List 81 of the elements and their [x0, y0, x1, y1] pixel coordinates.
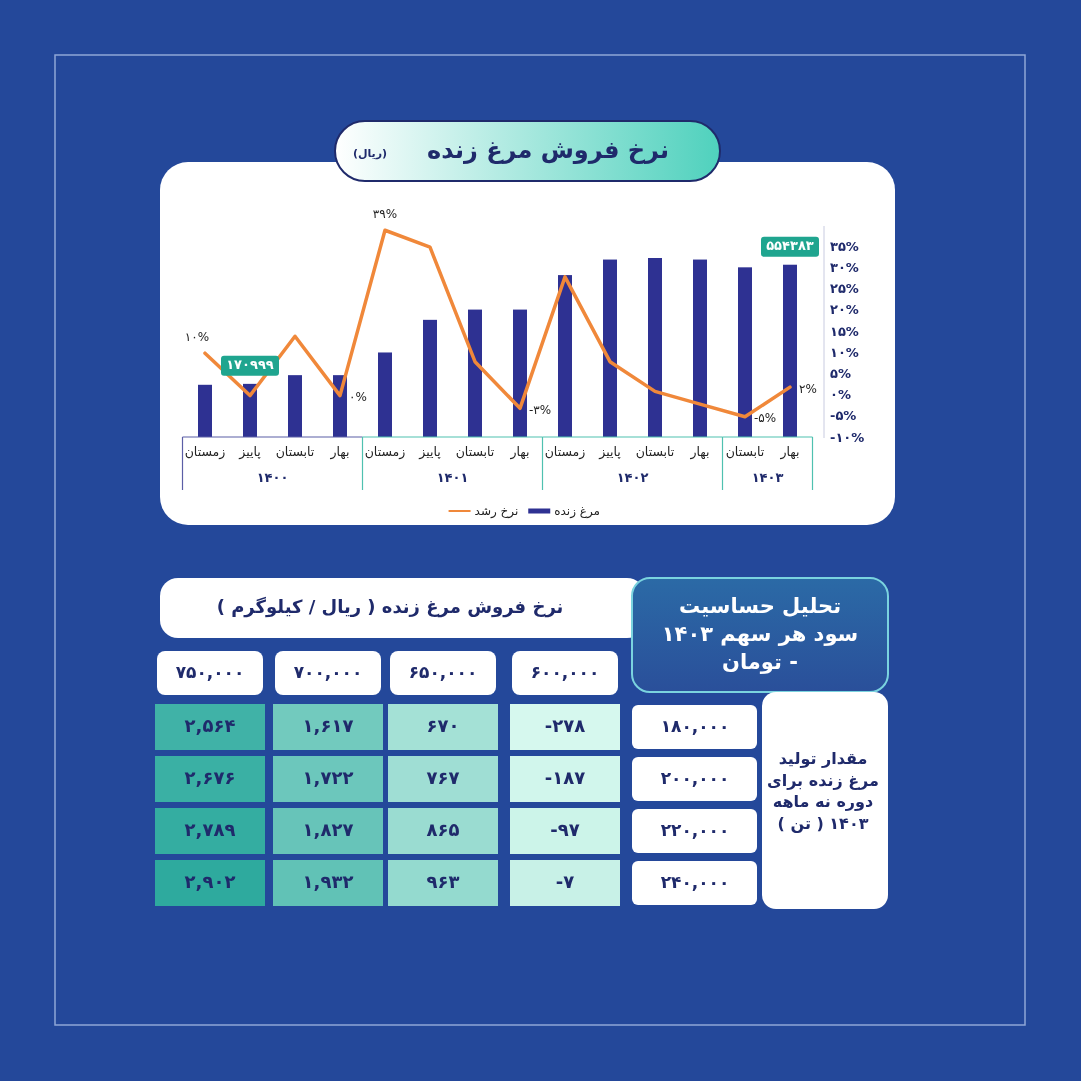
data-label: -۱۸۷	[544, 767, 586, 788]
data-label: -۵%	[754, 411, 777, 426]
y2-tick-label: ۳۰%	[830, 259, 859, 275]
bar	[198, 384, 212, 437]
x-tick-label: بهار	[779, 443, 800, 460]
bar	[378, 352, 392, 437]
x-tick-label: پاییز	[238, 443, 262, 460]
x-tick-label: تابستان	[725, 443, 765, 459]
x-tick-label: زمستان	[364, 443, 406, 460]
legend-item: مرغ زنده	[528, 503, 600, 518]
bar	[468, 309, 482, 437]
y-axis-title: مقدار تولید مرغ زنده برای دوره نه ماهه ۱۴۰۳ ( تن )	[767, 749, 879, 833]
data-label: ۳۹%	[372, 206, 398, 221]
y-tick-label: ۱۸۰,۰۰۰	[660, 716, 730, 736]
bar	[513, 309, 527, 437]
data-label: ۲,۶۷۶	[184, 767, 236, 788]
x-tick-label: تابستان	[455, 443, 495, 459]
bar	[288, 375, 302, 437]
x-tick-label: بهار	[509, 443, 530, 460]
x-tick-label: ۶۵۰,۰۰۰	[408, 662, 478, 682]
data-label: ۵۵۴۳۸۳	[766, 238, 814, 254]
x-tick-label: تابستان	[635, 443, 675, 459]
data-label: -۹۷	[550, 819, 580, 840]
x-tick-label: پاییز	[598, 443, 622, 460]
y2-tick-label: -۱۰%	[830, 429, 865, 445]
x-tick-label: ۷۰۰,۰۰۰	[293, 662, 363, 682]
data-label: ۶۷۰	[426, 715, 460, 736]
y-tick-label: ۲۲۰,۰۰۰	[660, 820, 730, 840]
legend-label: نرخ رشد	[474, 503, 519, 519]
y2-tick-label: ۲۰%	[830, 302, 859, 318]
y2-tick-label: ۱۵%	[830, 323, 859, 339]
x-tick-label: زمستان	[544, 443, 586, 460]
bar	[783, 264, 797, 437]
data-label: ۱,۸۲۷	[302, 819, 354, 840]
x-tick-label: ۷۵۰,۰۰۰	[175, 662, 245, 682]
text: ۱۴۰۱	[436, 469, 469, 485]
data-label: ۹۶۳	[426, 871, 460, 892]
data-label: ۷۶۷	[426, 767, 460, 788]
bar	[738, 267, 752, 437]
data-label: ۱۷۰۹۹۹	[226, 357, 274, 373]
data-label: -۲۷۸	[544, 715, 586, 736]
bar	[423, 319, 437, 437]
data-label: ۲,۷۸۹	[184, 819, 236, 840]
data-label: ۱۰%	[184, 329, 210, 344]
y-tick-label: ۲۰۰,۰۰۰	[660, 768, 730, 788]
bar	[558, 275, 572, 437]
data-label: ۱,۹۳۲	[302, 871, 354, 892]
legend-item: نرخ رشد	[447, 503, 519, 518]
y2-tick-label: ۱۰%	[830, 344, 859, 360]
x-tick-label: ۶۰۰,۰۰۰	[530, 662, 600, 682]
bar	[603, 259, 617, 437]
x-tick-label: بهار	[689, 443, 710, 460]
chart-subtitle: (ریال)	[352, 147, 388, 160]
text: ۱۴۰۲	[616, 469, 649, 485]
data-label: -۳%	[529, 402, 552, 417]
x-tick-label: تابستان	[275, 443, 315, 459]
data-label: -۷	[555, 871, 575, 892]
data-label: ۲,۵۶۴	[184, 715, 236, 736]
data-label: ۱,۷۲۲	[302, 767, 354, 788]
y2-tick-label: ۲۵%	[830, 281, 859, 297]
y2-tick-label: -۵%	[830, 408, 857, 424]
x-tick-label: بهار	[329, 443, 350, 460]
y2-tick-label: ۳۵%	[830, 238, 859, 254]
data-label: ۸۶۵	[426, 819, 460, 840]
legend-label: مرغ زنده	[554, 503, 600, 519]
data-label: ۲,۹۰۲	[184, 871, 236, 892]
y2-tick-label: ۵%	[830, 365, 851, 381]
data-label: ۰%	[349, 390, 367, 405]
x-axis-title: نرخ فروش مرغ زنده ( ریال / کیلوگرم )	[216, 596, 564, 618]
y2-tick-label: ۰%	[830, 387, 851, 403]
y-tick-label: ۲۴۰,۰۰۰	[660, 872, 730, 892]
x-tick-label: پاییز	[418, 443, 442, 460]
bar	[693, 259, 707, 437]
text: ۱۴۰۰	[256, 469, 289, 485]
data-label: ۱,۶۱۷	[302, 715, 354, 736]
x-tick-label: زمستان	[184, 443, 226, 460]
chart-title: نرخ فروش مرغ زنده	[426, 136, 670, 164]
bar	[648, 258, 662, 437]
text: ۱۴۰۳	[751, 469, 784, 485]
text: تحلیل حساسیت سود هر سهم ۱۴۰۳ - تومان	[661, 593, 859, 675]
data-label: ۲%	[799, 381, 817, 396]
